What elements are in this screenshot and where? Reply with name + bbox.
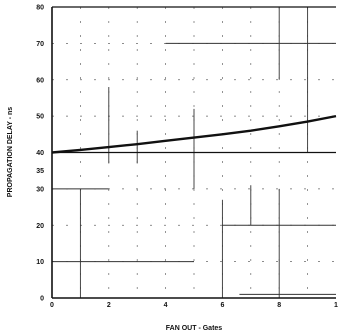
y-tick-label: 20 (36, 223, 44, 230)
x-tick-label: 0 (50, 302, 54, 309)
series-layer (51, 114, 337, 154)
y-tick-label: 10 (36, 259, 44, 266)
y-tick-label: 40 (36, 150, 44, 157)
x-tick-label: 2 (107, 302, 111, 309)
x-tick-label: 6 (220, 302, 224, 309)
x-tick-label: 1 (334, 302, 338, 309)
y-axis-label: PROPAGATION DELAY - ns (7, 107, 14, 197)
y-tick-label: 0 (40, 296, 44, 303)
y-tick-label: 50 (36, 114, 44, 121)
x-tick-labels: 0 2 4 6 8 1 (50, 302, 338, 309)
y-tick-label: 60 (36, 77, 44, 84)
y-tick-labels: 0 10 20 30 35 40 50 60 70 80 (36, 5, 44, 303)
series-line-0 (51, 114, 337, 154)
y-tick-label: 30 (36, 186, 44, 193)
x-tick-label: 8 (277, 302, 281, 309)
x-axis-label: FAN OUT - Gates (166, 325, 223, 332)
x-tick-label: 4 (164, 302, 168, 309)
y-tick-label: 80 (36, 5, 44, 12)
y-tick-label: 70 (36, 41, 44, 48)
y-tick-label: 35 (36, 168, 44, 175)
